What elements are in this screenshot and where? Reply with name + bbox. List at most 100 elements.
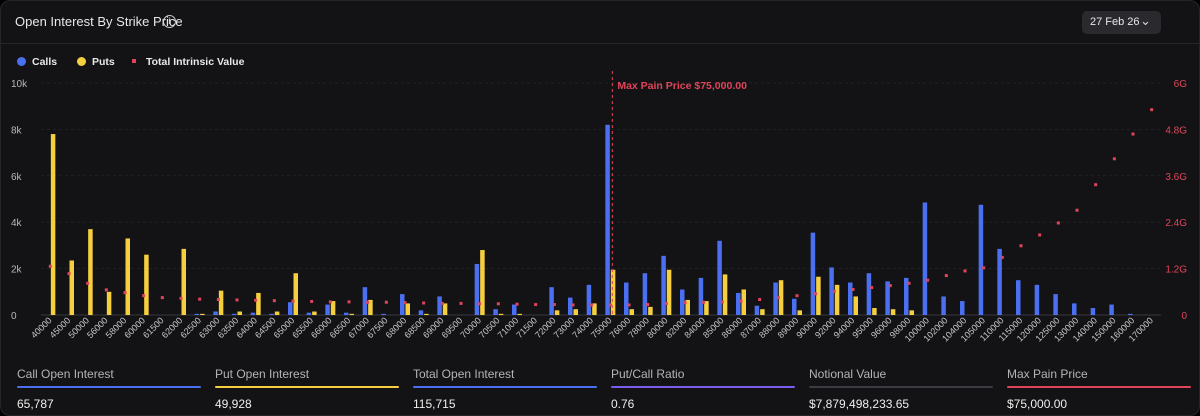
intrinsic-value-point xyxy=(739,299,743,303)
legend-calls-label: Calls xyxy=(32,56,58,68)
puts-bar xyxy=(125,238,130,315)
calls-bar xyxy=(586,284,592,315)
calls-bar xyxy=(605,124,610,315)
intrinsic-value-point xyxy=(702,300,706,304)
calls-bar xyxy=(978,204,984,315)
calls-bar xyxy=(698,277,704,315)
calls-bar xyxy=(661,255,666,315)
calls-bar xyxy=(418,310,424,315)
intrinsic-value-point xyxy=(664,301,668,305)
puts-bar xyxy=(853,296,858,315)
intrinsic-value-point xyxy=(123,291,127,295)
puts-bar xyxy=(741,289,746,315)
intrinsic-value-point xyxy=(347,300,351,304)
calls-bar xyxy=(1034,284,1040,315)
puts-bar xyxy=(704,301,709,315)
intrinsic-value-point xyxy=(160,296,164,300)
puts-bar xyxy=(368,299,373,315)
calls-bar xyxy=(680,289,685,315)
intrinsic-value-point xyxy=(86,281,90,285)
calls-bar xyxy=(866,273,872,315)
intrinsic-value-point xyxy=(851,287,855,291)
intrinsic-value-point xyxy=(515,302,519,306)
puts-bar xyxy=(760,309,765,315)
y2-tick-label: 4.8G xyxy=(1165,125,1187,136)
y2-tick-label: 1.2G xyxy=(1165,265,1187,276)
stat-label: Notional Value xyxy=(809,367,887,381)
intrinsic-value-point xyxy=(310,299,314,303)
puts-bar xyxy=(106,291,112,315)
stat-value: 115,715 xyxy=(413,397,456,411)
stat-underline xyxy=(1007,386,1191,388)
calls-bar xyxy=(1072,303,1077,315)
legend-intrinsic[interactable]: Total Intrinsic Value xyxy=(129,56,244,68)
intrinsic-value-point xyxy=(926,278,930,282)
intrinsic-value-point xyxy=(478,302,482,306)
intrinsic-value-point xyxy=(1150,108,1154,112)
y-tick-label: 6k xyxy=(11,172,23,183)
expiry-date-dropdown[interactable]: 27 Feb 26 ⌄ xyxy=(1082,11,1161,34)
card-title: Open Interest By Strike Price xyxy=(15,14,183,29)
stat-call-open-interest: Call Open Interest 65,787 xyxy=(17,367,201,411)
puts-bar xyxy=(498,313,504,315)
calls-bar xyxy=(717,240,722,315)
puts-bar xyxy=(181,248,186,315)
stat-put-open-interest: Put Open Interest 49,928 xyxy=(215,367,399,411)
intrinsic-value-point xyxy=(608,303,612,307)
intrinsic-value-point xyxy=(758,298,762,302)
stat-underline xyxy=(809,386,993,388)
puts-bar xyxy=(778,280,784,315)
puts-bar xyxy=(69,260,74,315)
calls-bar xyxy=(754,305,760,315)
calls-bar xyxy=(941,296,946,315)
calls-bar xyxy=(885,281,890,315)
puts-bar xyxy=(218,290,224,315)
stat-label: Call Open Interest xyxy=(17,367,114,381)
puts-bar xyxy=(480,250,485,315)
y2-tick-label: 0 xyxy=(1181,311,1187,322)
calls-bar xyxy=(1090,308,1096,315)
y-tick-label: 8k xyxy=(11,125,23,136)
puts-bar xyxy=(722,274,728,315)
intrinsic-value-point xyxy=(366,300,370,304)
y-tick-label: 10k xyxy=(11,79,28,90)
max-pain-annotation: Max Pain Price $75,000.00 xyxy=(617,80,747,92)
legend-puts[interactable]: Puts xyxy=(77,56,115,68)
calls-bar xyxy=(306,312,312,315)
calls-dot-icon xyxy=(17,57,26,66)
intrinsic-value-point xyxy=(571,303,575,307)
puts-bar xyxy=(610,269,616,315)
stat-underline xyxy=(611,386,795,388)
calls-bar xyxy=(493,309,498,315)
intrinsic-value-point xyxy=(534,303,538,307)
calls-bar xyxy=(288,302,293,315)
intrinsic-value-point xyxy=(776,296,780,300)
stat-value: $75,000.00 xyxy=(1007,397,1068,411)
calls-bar xyxy=(773,282,778,315)
calls-bar xyxy=(362,287,368,315)
intrinsic-value-point xyxy=(235,298,239,302)
puts-bar xyxy=(890,309,896,315)
intrinsic-value-point xyxy=(907,281,911,285)
y-tick-label: 4k xyxy=(11,218,23,229)
stat-value: 65,787 xyxy=(17,397,54,411)
calls-bar xyxy=(810,232,816,315)
info-icon[interactable]: i xyxy=(163,15,176,28)
calls-bar xyxy=(232,313,237,315)
intrinsic-value-point xyxy=(328,300,332,304)
puts-bar xyxy=(144,254,149,315)
stat-value: $7,879,498,233.65 xyxy=(809,397,910,411)
puts-bar xyxy=(274,311,280,315)
intrinsic-value-point xyxy=(552,303,556,307)
puts-bar xyxy=(424,313,429,315)
intrinsic-value-point xyxy=(142,294,146,298)
chevron-down-icon: ⌄ xyxy=(1140,13,1151,28)
puts-bar xyxy=(293,273,298,315)
legend-calls[interactable]: Calls xyxy=(17,56,57,68)
calls-bar xyxy=(325,304,330,315)
intrinsic-value-point xyxy=(67,272,71,276)
intrinsic-value-point xyxy=(440,301,444,305)
intrinsic-value-point xyxy=(403,301,407,305)
